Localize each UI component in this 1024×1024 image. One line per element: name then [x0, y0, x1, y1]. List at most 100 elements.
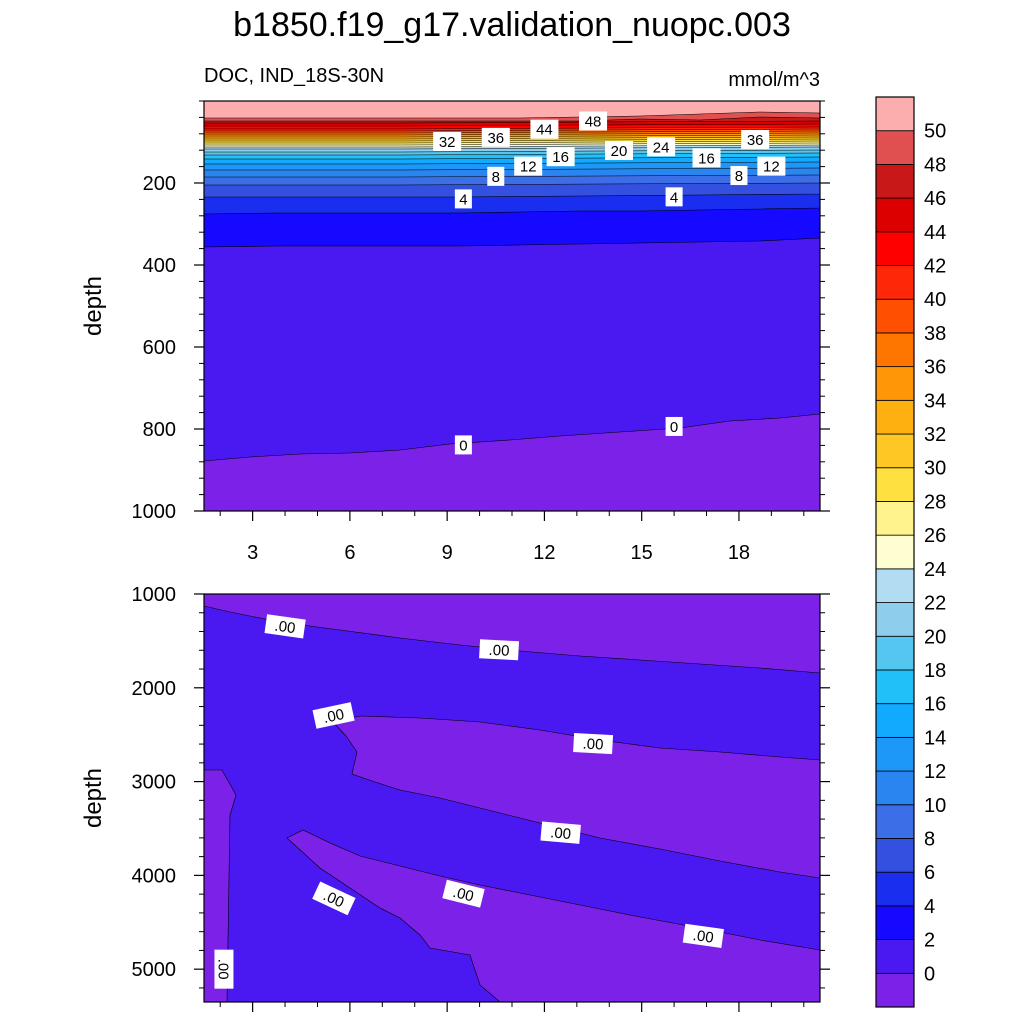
contour-label: 24 [647, 137, 676, 157]
colorbar-label: 28 [924, 491, 946, 513]
contour-label: 32 [433, 132, 462, 151]
bottom-y-ticks: 1000 2000 3000 4000 5000 [132, 584, 830, 989]
contour-label: .00 [682, 923, 724, 948]
bottom-lt0-patches [204, 594, 820, 1002]
svg-text:.00: .00 [451, 884, 475, 906]
top-y-tick-label: 400 [143, 255, 176, 277]
colorbar-swatch [875, 905, 915, 940]
svg-text:0: 0 [670, 419, 678, 436]
svg-text:12: 12 [520, 159, 537, 176]
contour-label: 4 [665, 187, 683, 207]
colorbar-label: 0 [924, 963, 935, 985]
svg-text:.00: .00 [214, 959, 231, 980]
svg-text:20: 20 [611, 143, 628, 160]
colorbar-label: 40 [924, 289, 946, 311]
colorbar-label: 4 [924, 896, 935, 918]
contour-label: 20 [604, 141, 633, 161]
svg-text:44: 44 [536, 122, 553, 139]
colorbar-swatch [875, 231, 915, 266]
upper-bands [204, 101, 820, 186]
colorbar-label: 44 [924, 222, 946, 244]
colorbar-swatch [875, 467, 915, 502]
colorbar-swatch [875, 669, 915, 705]
contour-label: 12 [514, 156, 543, 176]
colorbar-swatch [875, 197, 915, 233]
svg-text:32: 32 [439, 134, 456, 151]
colorbar-swatch [875, 298, 915, 334]
top-x-tick-label: 3 [247, 542, 258, 564]
colorbar-swatch [875, 736, 915, 772]
colorbar-label: 32 [924, 424, 946, 446]
colorbar-label: 48 [924, 154, 946, 176]
contour-label: 36 [481, 127, 510, 147]
units-string: mmol/m^3 [728, 69, 820, 91]
top-y-tick-label: 200 [143, 173, 176, 195]
colorbar-label: 46 [924, 188, 946, 210]
contour-label: 16 [692, 148, 721, 168]
colorbar-swatch [875, 804, 915, 839]
bottom-x-ticks [219, 1002, 805, 1012]
svg-text:0: 0 [459, 437, 467, 454]
svg-text:.00: .00 [488, 642, 510, 660]
colorbar-label: 2 [924, 930, 935, 952]
svg-text:4: 4 [670, 189, 678, 206]
top-y-tick-label: 600 [143, 337, 176, 359]
contour-label: .00 [573, 733, 614, 755]
colorbar-swatch [875, 568, 915, 603]
svg-text:12: 12 [763, 159, 780, 176]
bottom-y-tick-label: 5000 [132, 959, 177, 981]
colorbar-swatch [875, 871, 915, 907]
contour-label: 4 [454, 189, 472, 209]
top-x-tick-label: 9 [442, 542, 453, 564]
colorbar-swatch [875, 770, 915, 806]
colorbar-label: 50 [924, 121, 946, 143]
contour-label: .00 [312, 702, 355, 729]
left-string: DOC, IND_18S-30N [204, 65, 384, 87]
svg-text:.00: .00 [273, 617, 296, 637]
top-contour-fill [204, 101, 820, 511]
contour-label: .00 [540, 821, 581, 844]
colorbar-swatch [875, 433, 915, 469]
contour-label: .00 [442, 879, 485, 908]
top-x-tick-label: 12 [533, 542, 555, 564]
colorbar-label: 38 [924, 323, 946, 345]
svg-text:.00: .00 [692, 927, 715, 947]
colorbar-swatch [875, 366, 915, 401]
colorbar-label: 42 [924, 256, 946, 278]
colorbar-label: 20 [924, 626, 946, 648]
colorbar-swatch [875, 972, 915, 1008]
contour-label: 36 [741, 129, 770, 149]
colorbar-swatch [875, 635, 915, 671]
colorbar-label: 6 [924, 862, 935, 884]
contour-label: 44 [530, 119, 559, 139]
colorbar-swatch [875, 399, 915, 435]
svg-text:4: 4 [459, 191, 467, 208]
colorbar-swatch [875, 939, 915, 974]
colorbar-label: 12 [924, 761, 946, 783]
contour-label: 16 [546, 147, 575, 167]
contour-label: .00 [264, 614, 306, 639]
colorbar-label: 24 [924, 559, 946, 581]
colorbar-swatch [875, 164, 915, 199]
contour-label: .00 [214, 949, 234, 989]
colorbar-label: 18 [924, 660, 946, 682]
colorbar-label: 10 [924, 795, 946, 817]
svg-text:16: 16 [552, 149, 569, 166]
bottom-y-tick-label: 3000 [132, 772, 177, 794]
colorbar-label: 30 [924, 458, 946, 480]
colorbar-label: 14 [924, 727, 946, 749]
colorbar-swatch [875, 602, 915, 637]
top-x-tick-label: 15 [631, 542, 653, 564]
colorbar-frame [875, 96, 915, 1008]
contour-label: 48 [579, 111, 608, 131]
svg-text:.00: .00 [582, 736, 604, 754]
contour-label: 0 [454, 435, 472, 455]
contour-label: .00 [479, 639, 520, 661]
colorbar-swatch [875, 332, 915, 368]
top-x-ticks: 3 6 9 12 15 18 [219, 511, 805, 564]
svg-text:24: 24 [653, 139, 670, 156]
svg-text:8: 8 [492, 169, 500, 186]
contour-label: 0 [665, 416, 683, 436]
colorbar-label: 16 [924, 694, 946, 716]
